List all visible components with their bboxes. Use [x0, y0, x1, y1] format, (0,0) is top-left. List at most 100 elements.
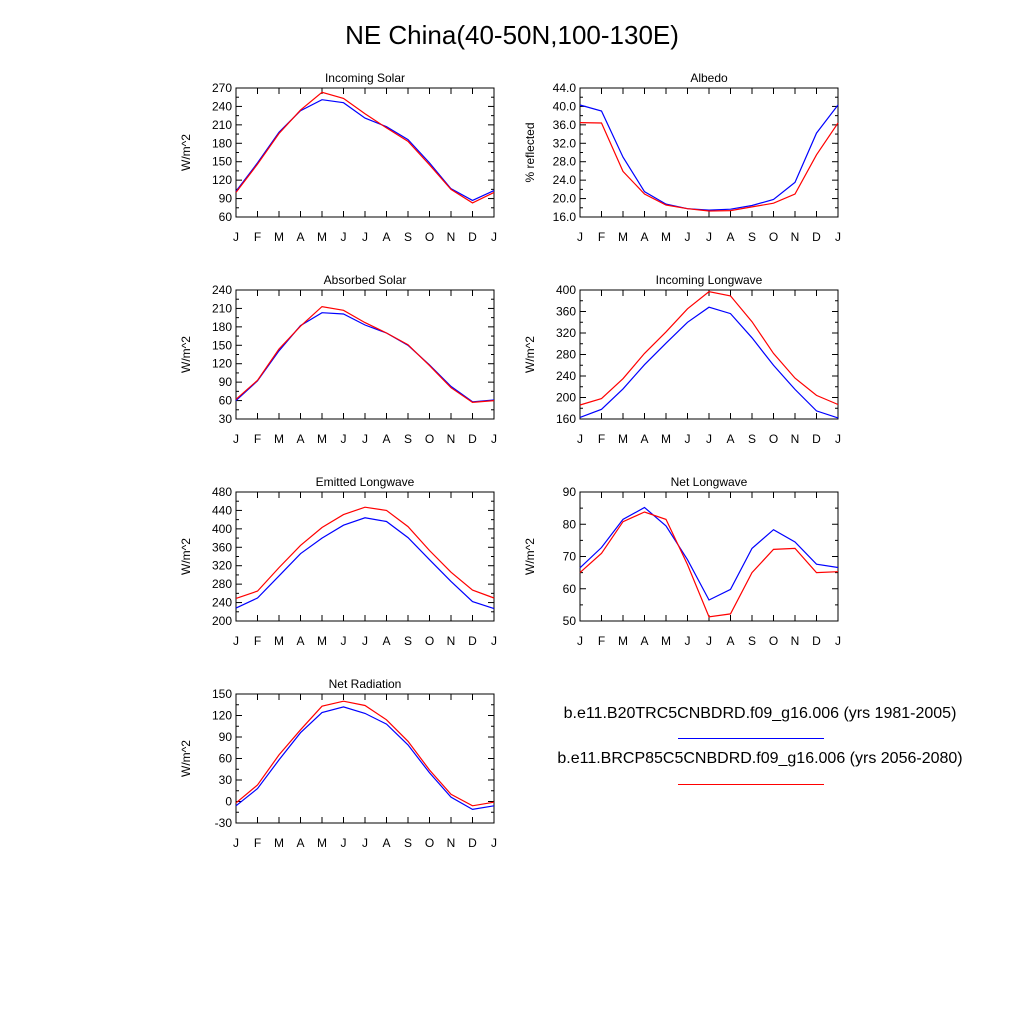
- x-tick-label: M: [317, 634, 327, 648]
- x-tick-label: F: [254, 432, 261, 446]
- x-tick-label: A: [296, 230, 304, 244]
- y-axis-label: W/m^2: [523, 336, 537, 373]
- x-tick-label: N: [447, 230, 456, 244]
- x-tick-label: F: [254, 836, 261, 850]
- y-axis-label: W/m^2: [179, 134, 193, 171]
- y-tick-label: 150: [212, 687, 232, 701]
- y-tick-label: 160: [556, 412, 576, 426]
- x-tick-label: A: [640, 432, 648, 446]
- x-tick-label: J: [362, 432, 368, 446]
- y-tick-label: 210: [212, 301, 232, 315]
- series-line-rcp85: [579, 122, 839, 212]
- y-tick-label: 240: [212, 596, 232, 610]
- y-tick-label: 180: [212, 320, 232, 334]
- x-tick-label: J: [362, 634, 368, 648]
- x-tick-label: F: [598, 432, 605, 446]
- plot-frame: [579, 491, 839, 622]
- x-tick-label: M: [274, 230, 284, 244]
- x-tick-label: M: [618, 634, 628, 648]
- y-tick-label: 24.0: [553, 173, 577, 187]
- x-tick-label: J: [685, 634, 691, 648]
- y-axis-label: % reflected: [523, 122, 537, 182]
- x-tick-label: M: [274, 432, 284, 446]
- x-tick-label: M: [661, 432, 671, 446]
- x-tick-label: A: [640, 230, 648, 244]
- x-tick-label: J: [835, 230, 841, 244]
- y-tick-label: 0: [225, 795, 232, 809]
- y-tick-label: 90: [219, 375, 233, 389]
- y-tick-label: 16.0: [553, 210, 577, 224]
- series-line-historical: [235, 99, 495, 202]
- y-tick-label: 90: [219, 192, 233, 206]
- series-line-historical: [579, 306, 839, 419]
- x-tick-label: S: [748, 230, 756, 244]
- y-tick-label: 240: [212, 283, 232, 297]
- y-tick-label: 280: [212, 577, 232, 591]
- y-tick-label: 200: [556, 391, 576, 405]
- y-tick-label: 32.0: [553, 136, 577, 150]
- x-tick-label: A: [726, 634, 734, 648]
- series-line-historical: [579, 104, 839, 211]
- x-tick-label: M: [661, 634, 671, 648]
- y-tick-label: 180: [212, 136, 232, 150]
- page-title: NE China(40-50N,100-130E): [345, 20, 679, 50]
- legend-label-rcp85: b.e11.BRCP85C5CNBDRD.f09_g16.006 (yrs 20…: [557, 750, 963, 767]
- x-tick-label: J: [491, 836, 497, 850]
- y-tick-label: 270: [212, 81, 232, 95]
- y-tick-label: 30: [219, 412, 233, 426]
- x-tick-label: M: [618, 230, 628, 244]
- x-tick-label: J: [706, 634, 712, 648]
- y-tick-label: 20.0: [553, 192, 577, 206]
- y-tick-label: 150: [212, 338, 232, 352]
- x-tick-label: J: [685, 432, 691, 446]
- plot-frame: [235, 87, 495, 218]
- x-tick-label: S: [404, 634, 412, 648]
- y-tick-label: 60: [563, 582, 577, 596]
- x-tick-label: M: [274, 634, 284, 648]
- x-tick-label: A: [382, 230, 390, 244]
- x-tick-label: F: [598, 230, 605, 244]
- series-line-rcp85: [579, 290, 839, 406]
- x-tick-label: J: [835, 634, 841, 648]
- x-tick-label: J: [577, 432, 583, 446]
- x-tick-label: O: [425, 836, 434, 850]
- panel-title: Albedo: [690, 71, 728, 85]
- y-tick-label: 44.0: [553, 81, 577, 95]
- plot-frame: [235, 491, 495, 622]
- x-tick-label: F: [254, 230, 261, 244]
- panel-title: Emitted Longwave: [316, 475, 415, 489]
- y-tick-label: 60: [219, 394, 233, 408]
- x-tick-label: J: [491, 230, 497, 244]
- x-tick-label: J: [577, 634, 583, 648]
- x-tick-label: A: [382, 634, 390, 648]
- x-tick-label: J: [577, 230, 583, 244]
- y-tick-label: 150: [212, 155, 232, 169]
- x-tick-label: N: [791, 230, 800, 244]
- x-tick-label: D: [468, 634, 477, 648]
- x-tick-label: S: [748, 634, 756, 648]
- y-tick-label: 50: [563, 614, 577, 628]
- y-tick-label: 200: [212, 614, 232, 628]
- x-tick-label: O: [769, 634, 778, 648]
- y-tick-label: 36.0: [553, 118, 577, 132]
- y-tick-label: 80: [563, 517, 577, 531]
- x-tick-label: J: [233, 634, 239, 648]
- x-tick-label: J: [341, 230, 347, 244]
- panel-title: Incoming Longwave: [656, 273, 763, 287]
- x-tick-label: M: [317, 836, 327, 850]
- x-tick-label: O: [769, 230, 778, 244]
- x-tick-label: J: [685, 230, 691, 244]
- x-tick-label: D: [812, 230, 821, 244]
- y-tick-label: 400: [556, 283, 576, 297]
- x-tick-label: J: [706, 432, 712, 446]
- x-tick-label: S: [404, 230, 412, 244]
- series-line-rcp85: [235, 305, 495, 404]
- x-tick-label: S: [404, 432, 412, 446]
- series-line-rcp85: [235, 506, 495, 599]
- y-tick-label: 360: [556, 305, 576, 319]
- x-tick-label: N: [447, 432, 456, 446]
- x-tick-label: J: [341, 432, 347, 446]
- y-tick-label: 60: [219, 752, 233, 766]
